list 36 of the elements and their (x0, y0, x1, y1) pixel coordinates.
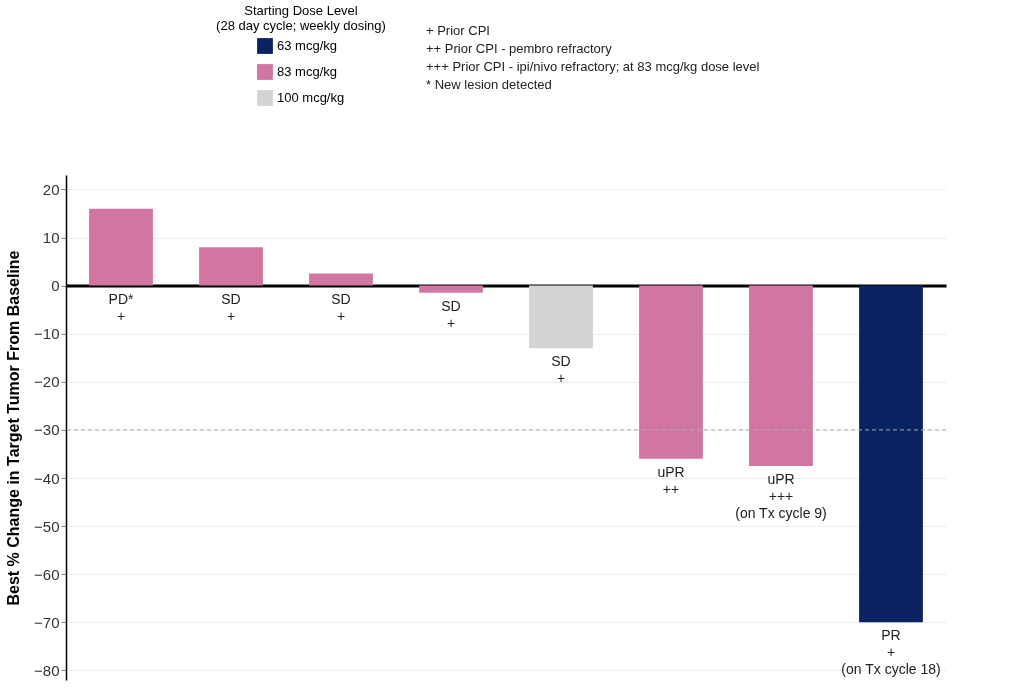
data-label: PR + (on Tx cycle 18) (841, 627, 941, 678)
data-label: SD + (331, 290, 351, 324)
bar (309, 273, 373, 286)
bar (749, 285, 813, 466)
bar (89, 208, 153, 286)
y-tick-label: 0 (51, 277, 60, 295)
y-tick-label: −30 (34, 421, 60, 439)
y-tick-label: −20 (34, 373, 60, 391)
text: +++ Prior CPI - ipi/nivo refractory; at 83 mcg/kg dose level (426, 59, 760, 74)
text: * New lesion detected (426, 77, 552, 92)
y-tick-label: 10 (42, 229, 60, 247)
y-tick-label: −60 (34, 565, 60, 583)
data-label: SD + (441, 297, 461, 331)
y-tick-label: −10 (34, 325, 60, 343)
bar (859, 285, 923, 623)
data-label: uPR ++ (657, 463, 685, 497)
bar (419, 285, 483, 293)
data-label: PD* + (108, 290, 134, 324)
legend-label: 83 mcg/kg (277, 64, 337, 79)
bar (199, 247, 263, 286)
bar (639, 285, 703, 459)
y-tick-label: −40 (34, 469, 60, 487)
text: + Prior CPI (426, 23, 490, 38)
data-label: SD + (551, 353, 571, 387)
y-tick-label: −80 (34, 661, 60, 679)
y-tick-label: −70 (34, 613, 60, 631)
data-label: uPR +++ (on Tx cycle 9) (735, 470, 827, 521)
y-axis-title: Best % Change in Target Tumor From Baseline (5, 250, 23, 606)
y-tick-label: −50 (34, 517, 60, 535)
y-tick-label: 20 (42, 180, 60, 198)
legend-label: 63 mcg/kg (277, 38, 337, 53)
legend-title: Starting Dose Level (28 day cycle; weekly dosing) (216, 3, 386, 33)
data-label: SD + (221, 290, 241, 324)
text: ++ Prior CPI - pembro refractory (426, 41, 613, 56)
legend-label: 100 mcg/kg (277, 90, 345, 105)
bar (529, 285, 593, 349)
